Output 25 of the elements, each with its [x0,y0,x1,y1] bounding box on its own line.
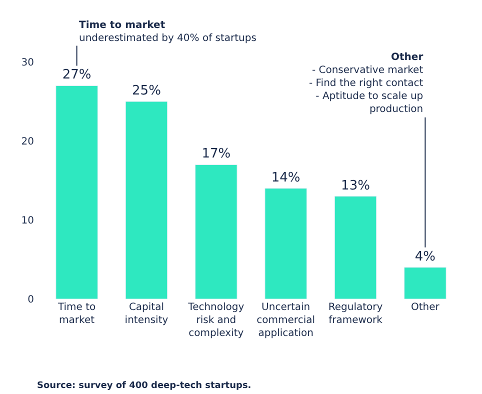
x-tick-label: Uncertain commercial application [256,302,316,339]
x-tick-label: Time to market [56,302,96,326]
x-tick-label: Regulatory framework [328,302,383,326]
y-tick-label: 30 [21,58,34,68]
y-tick-label: 0 [28,294,34,306]
bar [125,101,168,299]
bar [334,196,377,299]
bar [56,85,98,299]
annotation: Other - Conservative market - Find the right contact - Aptitude to scale up production [309,52,424,115]
y-tick-label: 10 [21,216,34,226]
data-label: 14% [271,170,300,186]
data-label: 4% [414,249,436,264]
y-tick-label: 20 [21,136,34,148]
bar [404,267,446,299]
data-label: 13% [341,178,370,194]
x-tick-label: Technology risk and complexity [187,302,244,339]
source-note: Source: survey of 400 deep-tech startups. [37,381,252,391]
data-label: 27% [62,68,92,83]
annotation: Time to market underestimated by 40% of startups [79,20,256,44]
data-label: 17% [202,146,231,162]
data-label: 25% [132,84,161,98]
bar [264,188,307,299]
bar [195,164,238,299]
x-tick-label: Capital intensity [124,302,168,326]
x-tick-label: Other [410,302,440,313]
